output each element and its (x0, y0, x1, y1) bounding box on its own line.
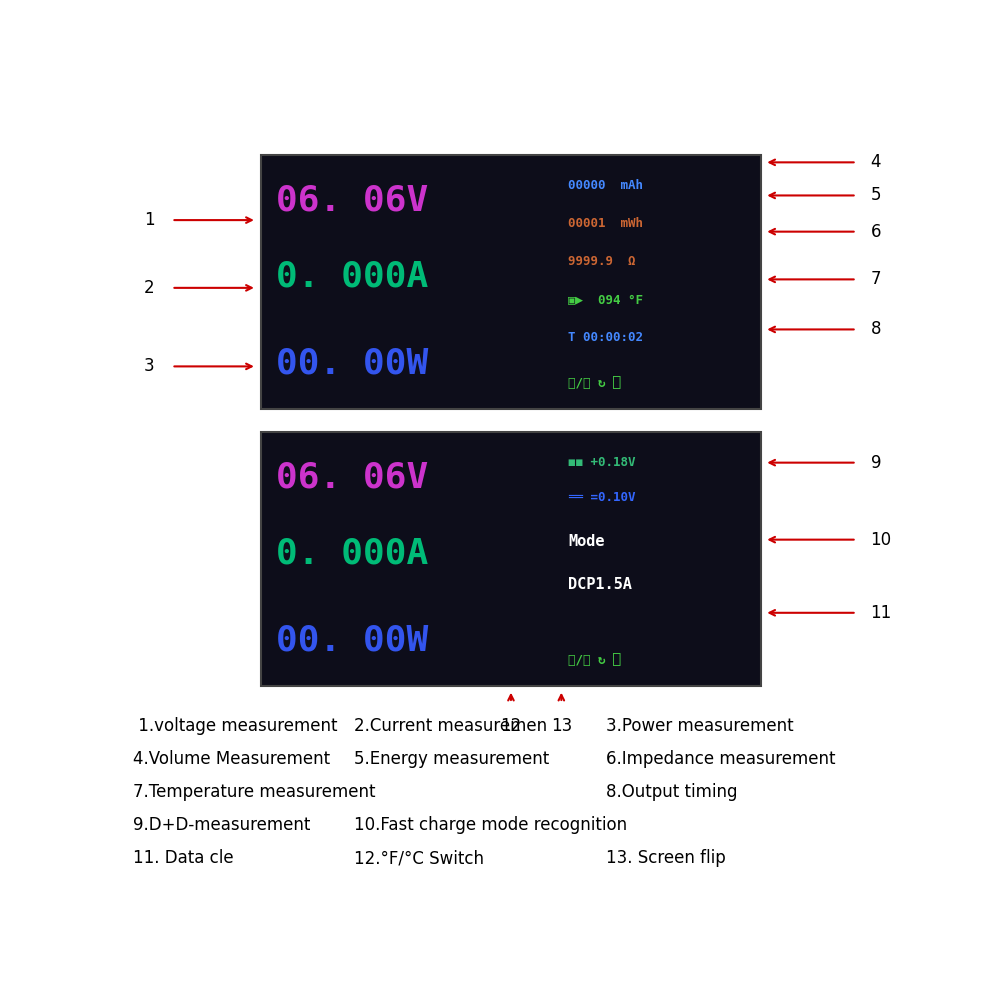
Text: 3.Power measurement: 3.Power measurement (606, 717, 793, 735)
Bar (261, 432, 761, 686)
Text: 00. 00W: 00. 00W (276, 623, 428, 657)
Text: 2: 2 (144, 279, 154, 297)
Text: 11. Data cle: 11. Data cle (133, 849, 233, 867)
Text: 13. Screen flip: 13. Screen flip (606, 849, 725, 867)
Text: 00000  mAh: 00000 mAh (568, 179, 643, 192)
Text: 6.Impedance measurement: 6.Impedance measurement (606, 750, 835, 768)
Text: ▣▶  094 °F: ▣▶ 094 °F (568, 293, 643, 306)
Text: 0. 000A: 0. 000A (276, 260, 428, 294)
Text: 5.Energy measurement: 5.Energy measurement (354, 750, 549, 768)
Text: ◼◼ +0.18V: ◼◼ +0.18V (568, 456, 636, 469)
Text: 8: 8 (871, 320, 881, 338)
Text: 5: 5 (871, 186, 881, 204)
Text: 7.Temperature measurement: 7.Temperature measurement (133, 783, 375, 801)
Text: T 00:00:02: T 00:00:02 (568, 331, 643, 344)
Text: 10.Fast charge mode recognition: 10.Fast charge mode recognition (354, 816, 627, 834)
Text: 11: 11 (871, 604, 892, 622)
Text: 12.°F/°C Switch: 12.°F/°C Switch (354, 849, 484, 867)
Text: 12: 12 (500, 717, 522, 735)
Text: ══ =0.10V: ══ =0.10V (568, 491, 636, 504)
Text: 0. 000A: 0. 000A (276, 537, 428, 571)
Text: 1: 1 (144, 211, 154, 229)
Text: 10: 10 (871, 531, 892, 549)
Text: 4.Volume Measurement: 4.Volume Measurement (133, 750, 330, 768)
Text: ℃/℉ ↻ ⎕: ℃/℉ ↻ ⎕ (568, 654, 621, 667)
Text: 9.D+D-measurement: 9.D+D-measurement (133, 816, 310, 834)
Text: Mode: Mode (568, 534, 605, 549)
Text: 06. 06V: 06. 06V (276, 461, 428, 495)
Text: 06. 06V: 06. 06V (276, 183, 428, 217)
Text: 7: 7 (871, 270, 881, 288)
Text: DCP1.5A: DCP1.5A (568, 577, 632, 592)
Text: 9: 9 (871, 454, 881, 472)
Text: 4: 4 (871, 153, 881, 171)
Text: 00. 00W: 00. 00W (276, 346, 428, 380)
Text: 6: 6 (871, 223, 881, 241)
Text: 1.voltage measurement: 1.voltage measurement (133, 717, 337, 735)
Text: 00001  mWh: 00001 mWh (568, 217, 643, 230)
Text: 8.Output timing: 8.Output timing (606, 783, 737, 801)
Text: 13: 13 (551, 717, 572, 735)
Text: ℃/℉ ↻ ⎕: ℃/℉ ↻ ⎕ (568, 377, 621, 390)
Text: 9999.9  Ω: 9999.9 Ω (568, 255, 636, 268)
Text: 3: 3 (144, 357, 154, 375)
Bar (261, 155, 761, 409)
Text: 2.Current measuremen: 2.Current measuremen (354, 717, 547, 735)
